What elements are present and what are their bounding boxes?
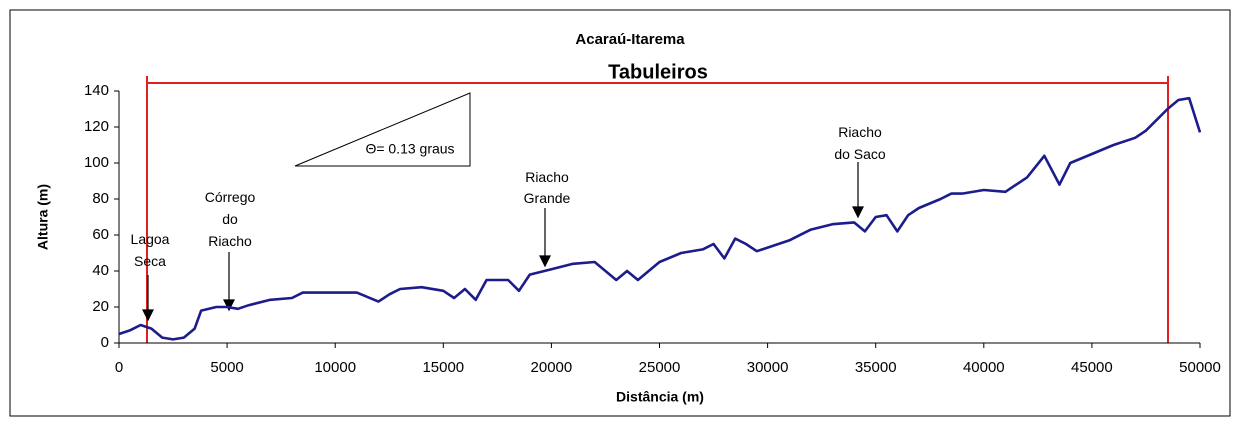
slope-label: Θ= 0.13 graus [365,141,454,157]
annotation-arrows [142,162,864,322]
y-tick-label: 60 [92,226,109,243]
y-tick-label: 40 [92,262,109,279]
slope-triangle [294,92,471,167]
x-tick-label: 40000 [963,359,1005,376]
y-tick-label: 0 [101,334,109,351]
x-tick-label: 25000 [639,359,681,376]
x-tick-label: 30000 [747,359,789,376]
x-tick-label: 45000 [1071,359,1113,376]
x-tick-label: 20000 [531,359,573,376]
annotation: Lagoa Seca [131,231,170,269]
y-tick-label: 140 [84,82,109,99]
x-tick-label: 0 [115,359,123,376]
x-tick-label: 10000 [314,359,356,376]
y-tick-label: 120 [84,118,109,135]
y-tick-label: 100 [84,154,109,171]
x-axis-title: Distância (m) [616,389,704,405]
chart-title: Acaraú-Itarema [575,31,685,48]
x-tick-label: 15000 [422,359,464,376]
y-tick-label: 80 [92,190,109,207]
region-bracket [146,76,1169,343]
x-tick-label: 35000 [855,359,897,376]
x-tick-label: 50000 [1179,359,1221,376]
x-tick-label: 5000 [210,359,243,376]
line-series [118,96,1202,341]
annotation: Córrego do Riacho [205,189,256,249]
y-tick-label: 20 [92,298,109,315]
region-label: Tabuleiros [608,61,708,83]
annotation: Riacho Grande [524,169,571,206]
y-axis-title: Altura (m) [35,184,51,250]
chart-frame [9,9,1231,417]
annotation: Riacho do Saco [834,124,886,162]
